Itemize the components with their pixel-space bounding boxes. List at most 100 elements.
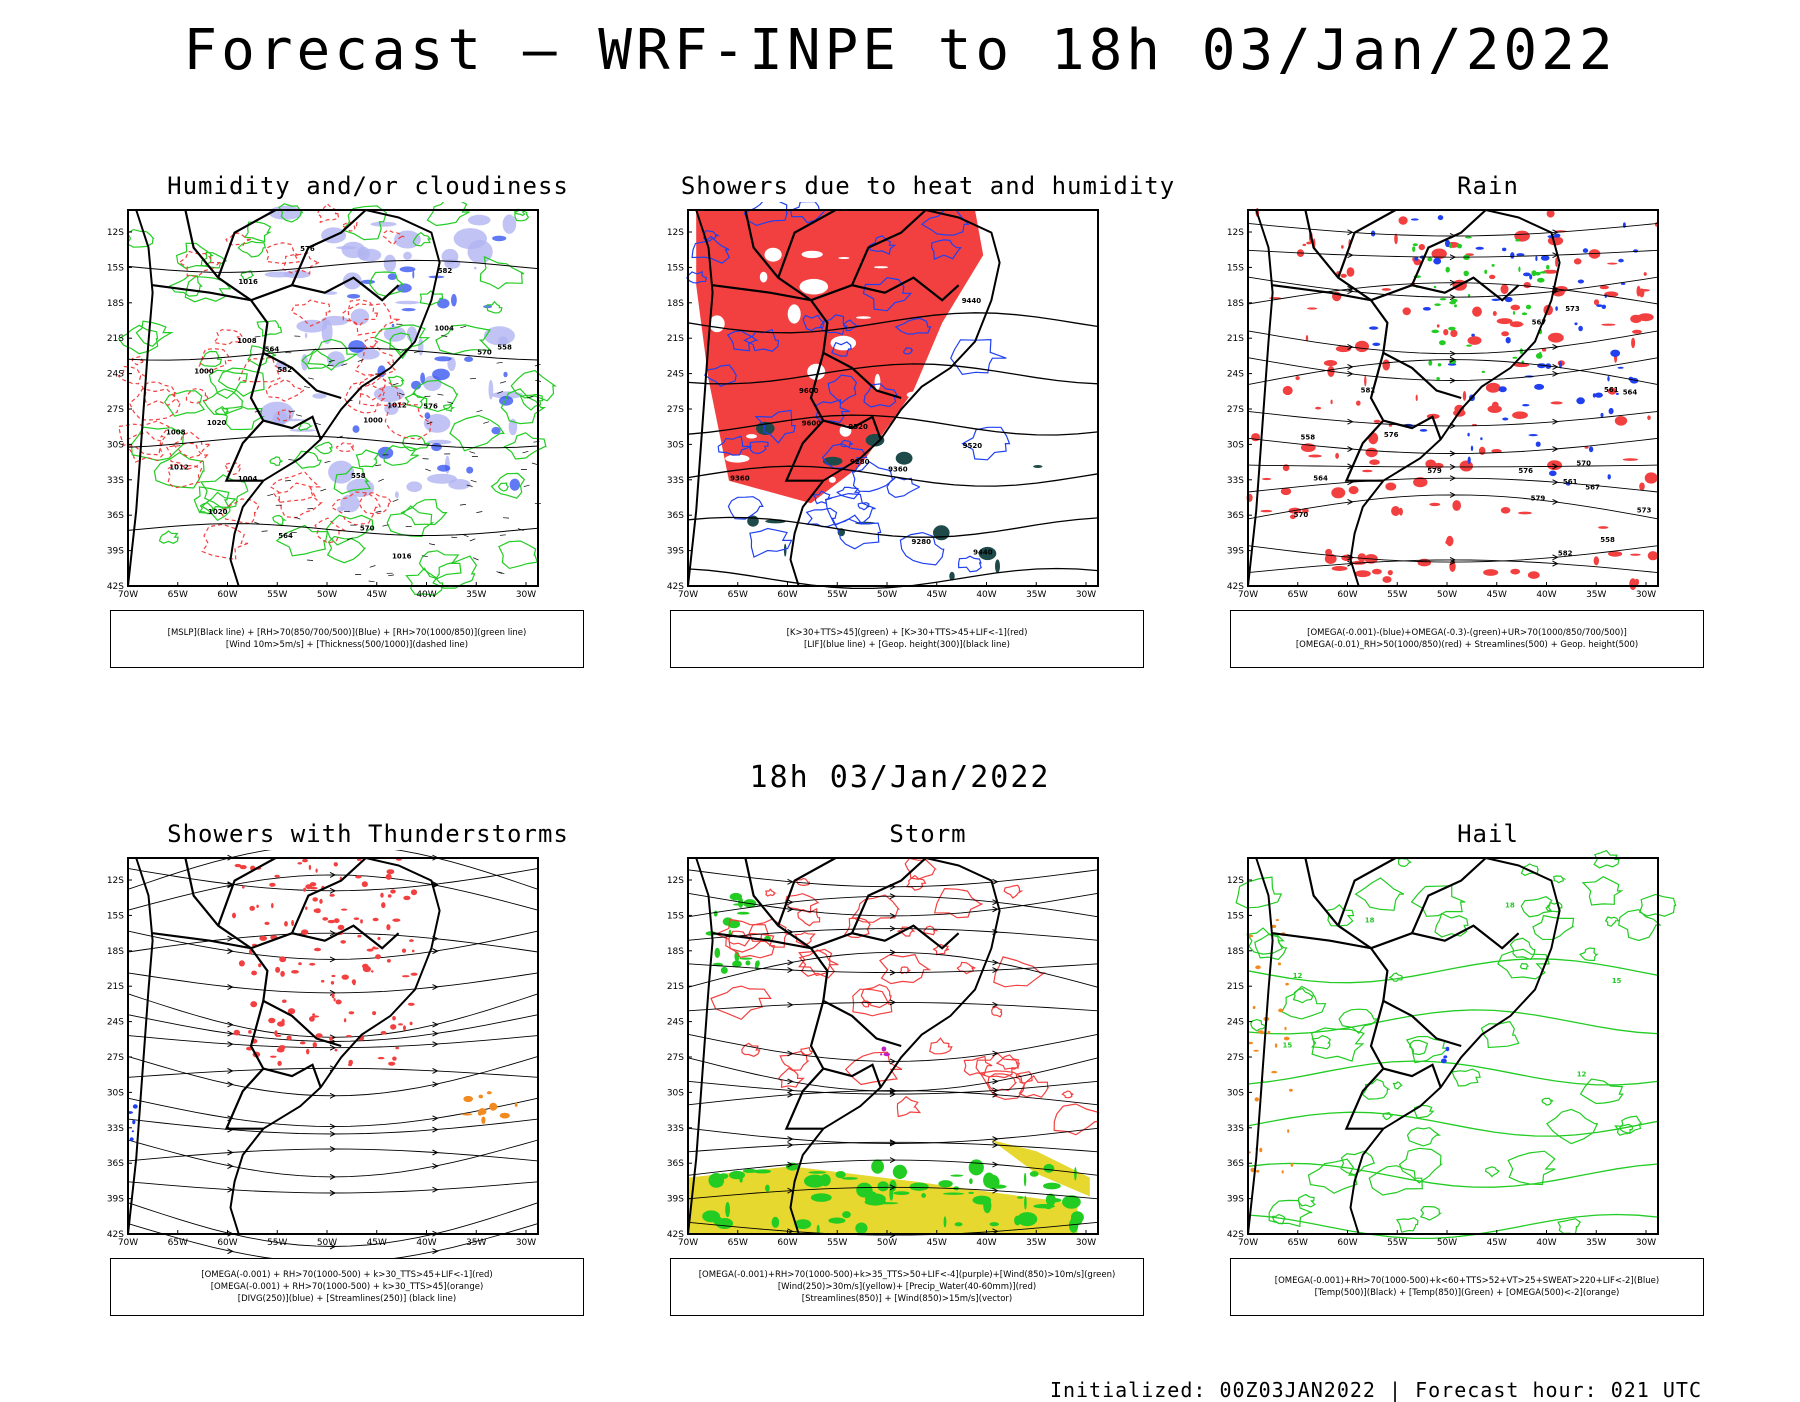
thunder-red-area — [312, 1013, 315, 1016]
lat-label: 27S — [1227, 1053, 1244, 1063]
thunder-red-area — [362, 881, 368, 887]
lon-label: 55W — [827, 590, 847, 600]
rh-humid-area — [384, 255, 396, 272]
thunder-red-area — [362, 964, 369, 969]
lat-label: 15S — [1227, 263, 1244, 273]
lon-label: 40W — [976, 590, 996, 600]
main-title: Forecast – WRF-INPE to 18h 03/Jan/2022 — [0, 18, 1800, 83]
wind850-green-area — [921, 1193, 926, 1198]
isobar-label: 558 — [351, 472, 366, 480]
lon-label: 30W — [516, 1238, 536, 1248]
wind850-green-area — [871, 1160, 884, 1174]
omega-green-area — [1512, 357, 1517, 359]
rain-red-area — [1355, 570, 1371, 577]
lat-label: 36S — [667, 1159, 684, 1169]
rain-red-area — [1262, 478, 1271, 480]
lat-label: 30S — [667, 1088, 684, 1098]
rain-red-area — [1524, 282, 1531, 288]
omega-green-area — [1484, 270, 1487, 274]
omega-blue-area — [1633, 249, 1638, 252]
legend-hail: [OMEGA(-0.001)+RH>70(1000-500)+k<60+TTS>… — [1230, 1258, 1704, 1316]
thunder-red-area — [277, 1048, 285, 1053]
thunder-red-area — [298, 962, 302, 965]
omega-blue-area — [1601, 413, 1604, 417]
rain-red-area — [1315, 407, 1321, 410]
rh-humid-core — [347, 294, 360, 299]
omega-green-area — [1515, 239, 1519, 242]
rain-red-area — [1492, 402, 1499, 409]
lat-label: 30S — [667, 440, 684, 450]
rain-red-area — [1355, 341, 1369, 352]
lon-label: 60W — [1337, 590, 1357, 600]
thunder-red-area — [282, 1000, 287, 1003]
rain-red-area — [1443, 329, 1448, 335]
valid-time-title: 18h 03/Jan/2022 — [0, 760, 1800, 795]
thunder-red-area — [279, 956, 286, 962]
omega-blue-area — [1510, 252, 1514, 259]
rh-humid-core — [434, 356, 451, 361]
lon-label: 55W — [267, 590, 287, 600]
lat-label: 24S — [1227, 370, 1244, 380]
thunder-red-area — [259, 936, 267, 941]
lat-label: 30S — [1227, 440, 1244, 450]
thunder-red-area — [357, 859, 362, 861]
wind850-green-area — [1017, 1196, 1024, 1198]
omega-blue-area — [1467, 433, 1469, 437]
omega500-orange-area — [1255, 965, 1261, 969]
rain-red-area — [1510, 569, 1520, 575]
thunder-red-area — [309, 1016, 315, 1021]
thunder-red-area — [341, 909, 347, 911]
thunder-red-area — [277, 1061, 281, 1066]
thunder-red-area — [412, 950, 415, 953]
thunder-red-area — [282, 1019, 285, 1025]
thunder-red-area — [402, 949, 406, 953]
height-label: 567 — [1532, 319, 1547, 327]
hail-blue-area — [1446, 1047, 1450, 1051]
thunder-red-area — [360, 919, 363, 923]
thunder-red-area — [392, 1057, 397, 1061]
rh-humid-core — [464, 356, 473, 362]
height-label: 9440 — [962, 297, 982, 305]
thunder-red-area — [256, 905, 259, 908]
panel-title: Showers due to heat and humidity — [658, 172, 1198, 200]
thunder-red-area — [388, 894, 392, 897]
thunder-red-area — [372, 1011, 376, 1015]
thunder-red-area — [335, 1049, 338, 1052]
lat-label: 18S — [107, 947, 124, 957]
rh-humid-core — [431, 443, 442, 451]
rain-red-area — [1388, 570, 1393, 575]
wind850-green-area — [856, 1183, 872, 1198]
isobar-label: 1004 — [238, 475, 258, 483]
lon-label: 35W — [1026, 1238, 1046, 1248]
rh-humid-core — [437, 465, 450, 472]
rain-red-area — [1341, 274, 1347, 278]
wind850-green-area — [716, 1218, 733, 1229]
legend-line: [K>30+TTS>45](green) + [K>30+TTS>45+LIF<… — [787, 627, 1028, 639]
rh-humid-core — [466, 467, 473, 474]
lat-label: 36S — [1227, 511, 1244, 521]
thunder-red-area — [367, 949, 374, 952]
clear-gap — [914, 453, 935, 460]
wind850-green-area — [719, 1173, 728, 1179]
rh-humid-area — [468, 215, 491, 226]
lat-label: 18S — [1227, 299, 1244, 309]
lat-label: 24S — [107, 370, 124, 380]
lat-label: 33S — [1227, 476, 1244, 486]
omega500-orange-area — [1260, 1032, 1262, 1034]
thunder-red-area — [242, 886, 245, 889]
thunder-red-area — [353, 981, 356, 985]
lat-label: 24S — [107, 1018, 124, 1028]
omega-blue-area — [1535, 256, 1537, 261]
lat-label: 18S — [107, 299, 124, 309]
rain-red-area — [1446, 536, 1453, 546]
rain-red-area — [1295, 376, 1299, 380]
thunder-red-area — [387, 869, 395, 874]
omega-blue-area — [1610, 350, 1620, 357]
legend-line: [OMEGA(-0.001)+RH>70(1000-500)+k<60+TTS>… — [1275, 1275, 1659, 1287]
omega-green-area — [1427, 257, 1432, 261]
omega-blue-area — [1414, 257, 1418, 261]
map-hail: 18181515121212S15S18S21S24S27S30S33S36S3… — [1218, 850, 1718, 1260]
omega500-orange-area — [1289, 1089, 1293, 1092]
